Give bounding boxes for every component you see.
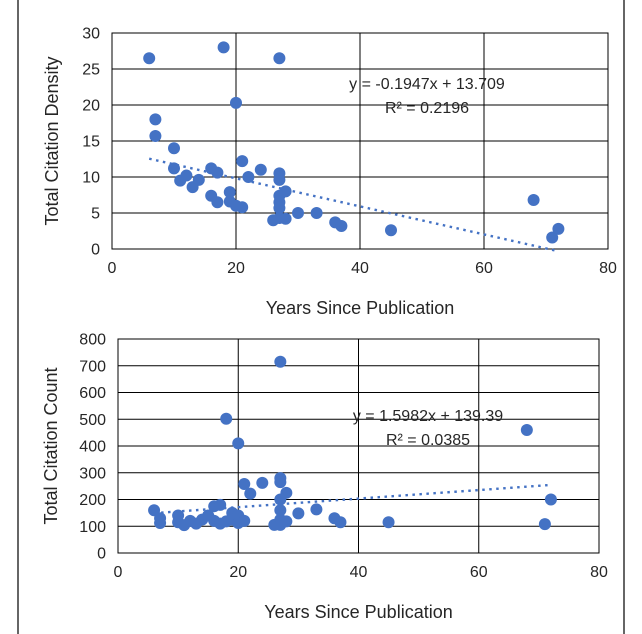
citation-count-chart: 0 20 40 60 80 0 100 200 300 400 500 600 700 800 Year… (41, 332, 608, 623)
citation-density-data-point (552, 222, 565, 235)
citation-count-data-point (154, 517, 167, 530)
citation-density-gridlines (112, 32, 608, 249)
citation-count-data-point (214, 498, 227, 511)
citation-count-x-tick-label: 20 (229, 564, 247, 581)
citation-count-data-point (274, 355, 287, 368)
citation-density-data-point (254, 163, 267, 176)
citation-count-y-tick-label: 0 (97, 546, 106, 563)
citation-count-data-point (334, 516, 347, 529)
citation-density-x-tick-label: 40 (351, 260, 369, 277)
citation-count-y-tick-label: 100 (79, 519, 106, 536)
citation-count-data-point (538, 518, 551, 531)
citation-density-x-tick-label: 20 (227, 260, 245, 277)
citation-density-data-point (230, 96, 242, 109)
citation-count-data-point (544, 493, 557, 506)
citation-count-y-axis-title: Total Citation Count (41, 367, 61, 524)
citation-density-data-point (217, 41, 230, 54)
citation-density-y-tick-label: 5 (91, 206, 100, 223)
citation-count-data-point (280, 486, 293, 499)
citation-density-y-tick-label: 0 (91, 242, 100, 259)
citation-density-data-point (273, 52, 286, 65)
citation-density-data-point (236, 155, 249, 168)
citation-count-trend-equation: y = 1.5982x + 139.39 (353, 408, 503, 425)
citation-density-y-tick-label: 15 (82, 134, 100, 151)
citation-density-y-tick-label: 30 (82, 26, 100, 43)
citation-density-x-tick-label: 80 (599, 260, 617, 277)
citation-density-points (143, 41, 565, 244)
citation-density-x-axis-title: Years Since Publication (266, 298, 454, 318)
citation-density-data-point (149, 129, 162, 142)
citation-density-data-point (385, 224, 397, 237)
citation-density-data-point (335, 219, 348, 232)
citation-count-y-tick-label: 600 (79, 385, 106, 402)
citation-count-x-tick-label: 0 (114, 564, 123, 581)
citation-count-data-point (238, 514, 251, 527)
citation-density-data-point (211, 166, 224, 179)
citation-count-y-tick-label: 400 (79, 439, 106, 456)
citation-count-y-tick-label: 300 (79, 465, 106, 482)
citation-density-y-ticks: 0 5 10 15 20 25 30 (82, 26, 100, 259)
citation-count-trend-r-squared: R² = 0.0385 (386, 432, 470, 449)
citation-density-data-point (149, 113, 162, 126)
citation-count-y-tick-label: 500 (79, 412, 106, 429)
citation-density-x-ticks: 0 20 40 60 80 (108, 260, 617, 277)
citation-count-data-point (292, 507, 305, 520)
citation-density-data-point (310, 207, 323, 219)
citation-count-data-point (310, 503, 323, 516)
citation-density-y-tick-label: 20 (82, 98, 100, 115)
citation-density-chart: 0 20 40 60 80 0 5 10 15 20 25 30 Years Since Publi… (42, 26, 617, 319)
citation-count-x-tick-label: 60 (470, 564, 488, 581)
citation-count-y-tick-label: 200 (79, 492, 106, 509)
citation-count-data-point (238, 477, 251, 490)
citation-count-plot-area (117, 338, 600, 554)
citation-count-y-ticks: 0 100 200 300 400 500 600 700 800 (79, 332, 106, 563)
citation-density-data-point (168, 142, 180, 155)
citation-density-data-point (236, 201, 249, 214)
citation-count-data-point (280, 515, 293, 528)
citation-count-y-tick-label: 700 (79, 358, 106, 375)
citation-density-data-point (223, 186, 236, 199)
citation-density-data-point (273, 201, 286, 214)
citation-density-y-tick-label: 25 (82, 62, 100, 79)
citation-density-data-point (192, 173, 205, 186)
citation-density-data-point (527, 194, 540, 207)
citation-count-data-point (382, 516, 395, 529)
citation-count-x-tick-label: 80 (590, 564, 608, 581)
citation-count-data-point (244, 487, 257, 500)
citation-count-data-point (520, 423, 533, 436)
citation-density-trend-r-squared: R² = 0.2196 (385, 100, 469, 117)
citation-density-data-point (211, 196, 224, 209)
citation-density-data-point (143, 52, 156, 65)
citation-density-data-point (273, 173, 286, 186)
citation-density-plot-area (111, 32, 609, 250)
citation-density-trend-equation: y = -0.1947x + 13.709 (349, 76, 505, 93)
citation-count-x-axis-title: Years Since Publication (264, 602, 452, 622)
citation-density-data-point (546, 231, 559, 244)
citation-density-data-point (168, 162, 180, 175)
citation-density-x-tick-label: 0 (108, 260, 117, 277)
citation-density-data-point (279, 212, 292, 225)
citation-count-data-point (274, 504, 287, 517)
citation-density-data-point (242, 171, 255, 183)
citation-count-y-tick-label: 800 (79, 332, 106, 349)
citation-count-data-point (232, 437, 245, 450)
citation-density-y-axis-title: Total Citation Density (42, 56, 62, 225)
citation-count-x-tick-label: 40 (350, 564, 368, 581)
citation-count-data-point (220, 412, 233, 425)
citation-count-points (148, 355, 557, 532)
citation-density-data-point (180, 169, 193, 182)
citation-count-data-point (256, 476, 269, 489)
citation-density-x-tick-label: 60 (475, 260, 493, 277)
citation-density-y-tick-label: 10 (82, 170, 100, 187)
citation-count-data-point (274, 476, 287, 489)
citation-density-data-point (279, 185, 292, 198)
citation-count-x-ticks: 0 20 40 60 80 (114, 564, 608, 581)
citation-density-data-point (292, 207, 304, 219)
